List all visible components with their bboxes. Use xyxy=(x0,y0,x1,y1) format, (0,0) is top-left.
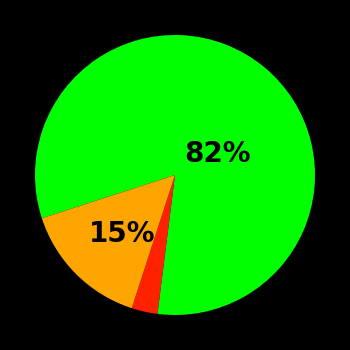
Text: 15%: 15% xyxy=(89,220,155,248)
Wedge shape xyxy=(132,175,175,314)
Wedge shape xyxy=(42,175,175,308)
Text: 82%: 82% xyxy=(184,140,250,168)
Wedge shape xyxy=(35,35,315,315)
